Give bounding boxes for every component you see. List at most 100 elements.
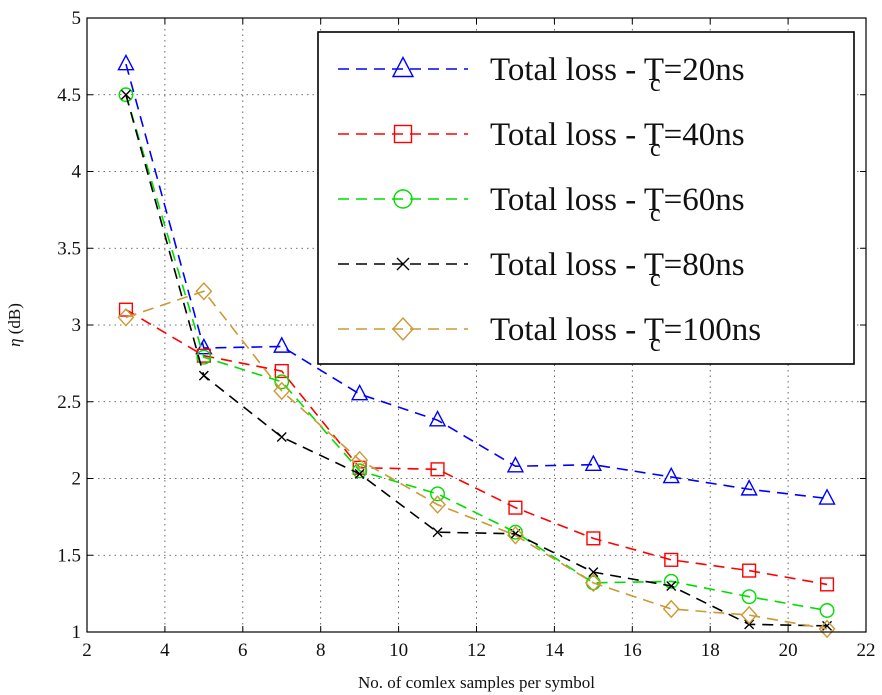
x-tick-label: 20 xyxy=(779,640,798,661)
legend-label: Total loss - Tc=40ns xyxy=(490,117,745,162)
x-marker xyxy=(396,257,410,271)
y-tick-label: 1 xyxy=(72,622,82,643)
legend-entry: Total loss - Tc=100ns xyxy=(338,312,761,357)
diamond-marker xyxy=(740,605,758,625)
x-tick-label: 6 xyxy=(238,640,248,661)
legend-box xyxy=(317,31,855,365)
triangle-marker xyxy=(350,383,369,401)
diamond-marker xyxy=(662,599,680,619)
x-marker xyxy=(276,432,287,443)
circle-marker xyxy=(819,603,835,618)
legend-label-sub: c xyxy=(650,266,661,292)
legend-entry: Total loss - Tc=20ns xyxy=(338,52,745,97)
legend-label-sub: c xyxy=(650,71,661,97)
square-marker xyxy=(118,302,134,317)
x-tick-label: 12 xyxy=(467,640,486,661)
y-axis-symbol: η xyxy=(5,338,24,346)
x-axis-label: No. of comlex samples per symbol xyxy=(358,673,595,692)
circle-marker xyxy=(741,589,757,605)
circle-marker xyxy=(663,573,679,589)
square-marker xyxy=(586,531,601,546)
legend-label-tail: =80ns xyxy=(664,247,745,283)
triangle-marker xyxy=(506,456,525,473)
diamond-marker xyxy=(273,381,291,401)
y-tick-label: 2 xyxy=(72,469,82,490)
legend-entry: Total loss - Tc=80ns xyxy=(338,247,745,292)
triangle-marker xyxy=(391,55,415,78)
diamond-marker xyxy=(507,526,524,545)
legend-label: Total loss - Tc=80ns xyxy=(490,247,745,292)
legend-label-main: Total loss - T xyxy=(490,182,664,218)
series-line xyxy=(125,308,828,586)
series-line xyxy=(125,94,828,612)
x-marker xyxy=(588,567,599,578)
square-marker xyxy=(274,363,289,379)
y-tick-label: 3.5 xyxy=(57,238,81,259)
y-tick-label: 4 xyxy=(72,162,82,183)
x-tick-label: 16 xyxy=(623,640,642,661)
triangle-marker xyxy=(662,466,680,484)
diamond-marker xyxy=(584,573,602,593)
diamond-marker xyxy=(117,308,135,327)
x-marker xyxy=(432,527,443,538)
diamond-marker xyxy=(195,281,213,301)
y-axis-unit: (dB) xyxy=(5,303,24,338)
triangle-marker xyxy=(584,454,603,472)
x-tick-label: 22 xyxy=(857,640,876,661)
square-marker xyxy=(393,124,413,144)
triangle-marker xyxy=(428,410,447,427)
circle-marker xyxy=(196,349,212,365)
series-1 xyxy=(117,53,836,505)
circle-marker xyxy=(430,486,445,502)
series-line xyxy=(125,290,828,630)
legend-label-sub: c xyxy=(650,201,661,227)
series-line xyxy=(125,94,828,627)
legend-label-main: Total loss - T xyxy=(490,52,664,88)
series-line xyxy=(125,63,828,500)
axis-ticks: 2 4 6 8 10 12 14 16 18 20 22 1 1.5 2 2.5 3 3.5 4 4.5 5 xyxy=(57,8,875,661)
y-tick-label: 4.5 xyxy=(57,85,81,106)
legend-label-tail: =40ns xyxy=(664,117,745,153)
square-marker xyxy=(664,552,679,567)
y-tick-label: 1.5 xyxy=(57,545,81,566)
legend-label-tail: =20ns xyxy=(664,52,745,88)
diamond-marker xyxy=(392,316,414,342)
legend-entry: Total loss - Tc=60ns xyxy=(338,182,745,227)
legend-label: Total loss - Tc=100ns xyxy=(490,312,761,357)
circle-marker xyxy=(393,189,413,209)
legend-label: Total loss - Tc=20ns xyxy=(490,52,745,97)
y-tick-label: 3 xyxy=(72,315,82,336)
x-marker xyxy=(120,89,131,100)
x-tick-label: 4 xyxy=(160,640,170,661)
square-marker xyxy=(430,462,445,477)
x-tick-label: 8 xyxy=(316,640,326,661)
x-tick-label: 2 xyxy=(82,640,92,661)
legend-label-main: Total loss - T xyxy=(490,247,664,283)
y-axis-label: η (dB) xyxy=(5,303,24,347)
legend-label-sub: c xyxy=(650,136,661,162)
circle-marker xyxy=(118,87,134,103)
series-5 xyxy=(117,281,836,639)
square-marker xyxy=(819,577,835,592)
circle-marker xyxy=(274,374,290,390)
square-marker xyxy=(508,500,523,515)
x-marker xyxy=(198,370,209,381)
legend-label-sub: c xyxy=(650,331,661,357)
triangle-marker xyxy=(740,479,758,496)
series-layer xyxy=(117,53,836,639)
legend-label-main: Total loss - T xyxy=(490,117,664,153)
square-marker xyxy=(742,563,757,578)
triangle-marker xyxy=(818,488,836,505)
legend-label-tail: =100ns xyxy=(664,312,761,348)
diamond-marker xyxy=(818,619,836,639)
legend-label: Total loss - Tc=60ns xyxy=(490,182,745,227)
x-tick-label: 14 xyxy=(545,640,565,661)
triangle-marker xyxy=(117,53,135,71)
y-tick-label: 5 xyxy=(72,8,82,29)
legend-label-tail: =60ns xyxy=(664,182,745,218)
legend-label-main: Total loss - T xyxy=(490,312,664,348)
legend-entry: Total loss - Tc=40ns xyxy=(338,117,745,162)
diamond-marker xyxy=(429,495,446,514)
